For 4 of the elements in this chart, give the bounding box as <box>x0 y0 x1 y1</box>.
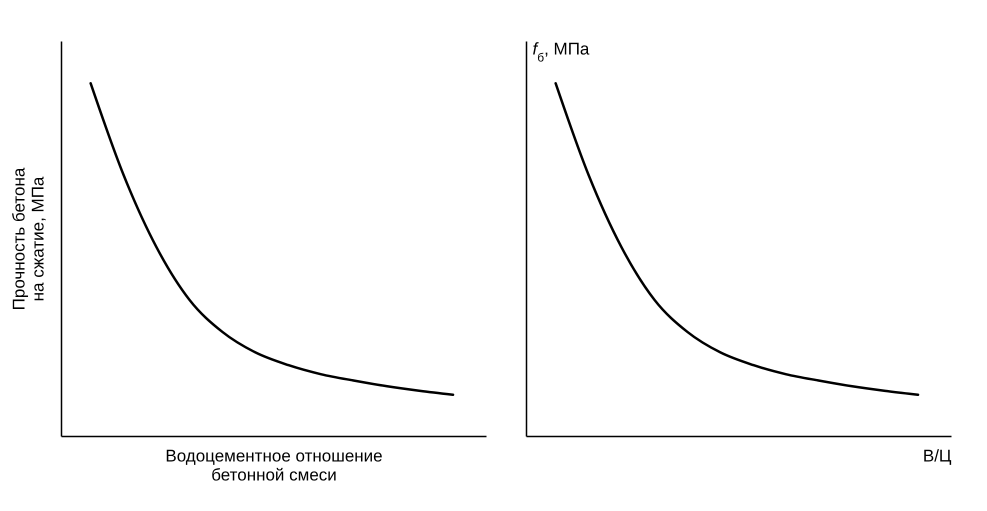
x-axis-title: В/Ц <box>922 446 952 466</box>
y-axis-title: Прочность бетона на сжатие, МПа <box>10 167 48 310</box>
x-axis-title: Водоцементное отношение бетонной смеси <box>165 446 383 484</box>
y-axis-title: f$_{б}$, МПа <box>532 40 590 64</box>
